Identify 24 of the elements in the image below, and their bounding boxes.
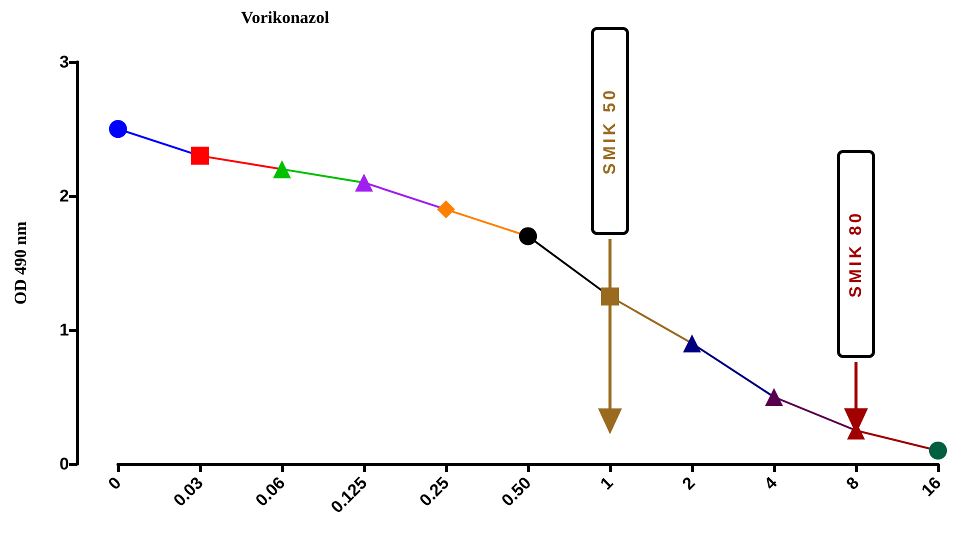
x-tick-label: 0.03 [170, 473, 207, 510]
y-axis-title: OD 490 nm [11, 221, 30, 305]
chart-title: Vorikonazol [241, 8, 330, 27]
arrow-callout: SMIK 50 [591, 26, 629, 434]
x-tick-label: 2 [678, 473, 699, 494]
x-tick-label: 8 [842, 473, 863, 494]
x-tick-label: 4 [760, 472, 782, 494]
point [437, 200, 455, 218]
point [601, 288, 619, 306]
point [519, 227, 537, 246]
y-tick-label: 1 [60, 320, 69, 340]
point [929, 442, 947, 460]
y-tick-label: 2 [60, 186, 69, 206]
x-tick-label: 1 [596, 473, 617, 494]
x-tick-label: 0.06 [252, 473, 289, 510]
x-tick-label: 0.50 [498, 473, 535, 510]
point [191, 146, 209, 165]
ref-line-label: SMIK 80 [846, 210, 866, 298]
y-tick-label: 3 [60, 52, 69, 72]
point [109, 120, 127, 138]
ref-line-label: SMIK 50 [600, 87, 620, 174]
x-tick-label: 0 [104, 473, 125, 494]
y-tick-label: 0 [60, 454, 69, 474]
x-tick-label: 16 [918, 473, 945, 500]
